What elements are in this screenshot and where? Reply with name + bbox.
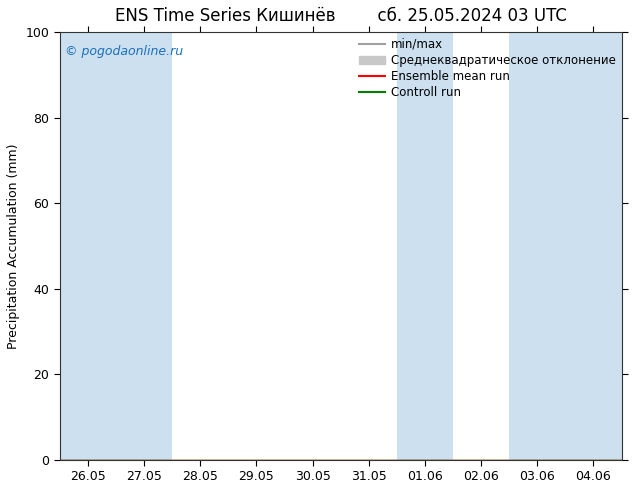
Y-axis label: Precipitation Accumulation (mm): Precipitation Accumulation (mm) xyxy=(7,143,20,348)
Text: © pogodaonline.ru: © pogodaonline.ru xyxy=(65,45,183,58)
Title: ENS Time Series Кишинёв        сб. 25.05.2024 03 UTC: ENS Time Series Кишинёв сб. 25.05.2024 0… xyxy=(115,7,567,25)
Legend: min/max, Среднеквадратическое отклонение, Ensemble mean run, Controll run: min/max, Среднеквадратическое отклонение… xyxy=(356,36,618,101)
Bar xyxy=(60,32,172,460)
Bar xyxy=(397,32,453,460)
Bar xyxy=(509,32,621,460)
